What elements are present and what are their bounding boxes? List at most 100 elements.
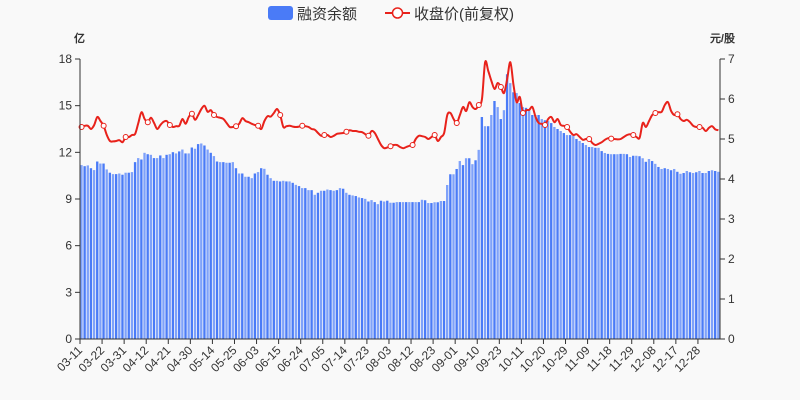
left-axis-name: 亿: [74, 31, 85, 45]
bar: [565, 135, 569, 339]
bar: [628, 157, 632, 339]
legend-marker-icon: [391, 7, 404, 19]
bar: [609, 154, 613, 339]
bar: [515, 93, 518, 339]
bar: [518, 103, 521, 340]
price-point-marker: [453, 120, 460, 126]
bar: [291, 182, 294, 339]
bar: [673, 168, 676, 339]
bar: [395, 202, 398, 339]
bar: [616, 154, 619, 339]
price-point-marker: [343, 128, 350, 135]
bar: [379, 200, 383, 339]
bar: [660, 168, 663, 339]
bar: [133, 162, 137, 339]
bar: [373, 202, 376, 339]
price-point-marker: [100, 122, 107, 129]
bar: [603, 152, 606, 339]
bar: [219, 162, 222, 339]
bar: [310, 190, 313, 339]
bar: [584, 145, 588, 339]
bar: [433, 202, 436, 339]
bar: [483, 126, 487, 339]
right-axis-tick-label: 6: [728, 92, 735, 106]
price-point-marker: [630, 132, 637, 138]
bar: [234, 168, 238, 339]
legend-item-close-price[interactable]: 收盘价(前复权): [385, 5, 514, 23]
price-point-marker: [431, 132, 438, 138]
right-axis-name: 元/股: [710, 32, 736, 45]
bar: [449, 174, 452, 339]
price-point-marker: [188, 110, 195, 117]
bar: [468, 158, 471, 339]
bar: [263, 168, 266, 339]
bar: [430, 203, 433, 339]
bar: [389, 202, 392, 339]
bar: [118, 173, 121, 339]
bar: [260, 168, 263, 339]
price-point-marker: [387, 143, 394, 150]
bar: [222, 162, 225, 339]
bar: [386, 200, 389, 339]
legend: 融资余额 收盘价(前复权): [268, 5, 514, 23]
legend-item-financing-balance[interactable]: 融资余额: [268, 5, 357, 23]
bar: [269, 178, 272, 339]
bar: [493, 101, 496, 339]
bar: [480, 117, 484, 340]
bar: [326, 189, 329, 339]
bar: [487, 126, 490, 339]
bar: [490, 115, 493, 339]
bar: [691, 173, 695, 339]
price-point-marker: [299, 122, 306, 129]
bar: [676, 171, 679, 339]
bar: [420, 199, 424, 339]
bar: [114, 174, 118, 339]
bar: [398, 202, 402, 339]
right-axis-tick-label: 7: [728, 52, 735, 66]
bar: [619, 153, 622, 339]
bar: [178, 151, 181, 339]
bar: [622, 153, 625, 339]
bar: [341, 188, 345, 339]
bar: [540, 119, 543, 339]
bar: [143, 152, 146, 339]
bar: [543, 120, 547, 339]
close-price-line: [81, 60, 719, 150]
bar: [165, 154, 168, 339]
bar: [266, 174, 269, 339]
bar: [546, 121, 550, 339]
bar: [663, 168, 666, 339]
bar: [272, 180, 275, 339]
bar: [650, 161, 654, 339]
bar: [572, 135, 575, 339]
bar: [171, 152, 175, 339]
bar: [332, 190, 335, 339]
bar: [524, 107, 528, 339]
bar: [364, 198, 367, 339]
bar: [509, 83, 512, 339]
bar: [338, 188, 342, 339]
bar: [275, 180, 279, 339]
bar: [253, 173, 257, 339]
bar: [701, 173, 704, 339]
price-point-marker: [652, 110, 659, 116]
bar: [594, 147, 597, 339]
bar: [654, 163, 657, 339]
bar: [562, 133, 566, 339]
bar: [354, 196, 357, 339]
price-point-marker: [365, 132, 372, 139]
left-axis-tick-label: 18: [59, 52, 73, 66]
bar: [376, 204, 379, 339]
left-axis-tick-label: 3: [65, 285, 72, 299]
bar: [405, 202, 408, 339]
bar: [313, 194, 316, 339]
bar: [294, 184, 298, 339]
right-axis-tick-label: 3: [728, 212, 735, 226]
price-point-marker: [497, 84, 504, 90]
bar: [408, 202, 411, 339]
bar: [300, 188, 304, 339]
bar: [442, 201, 446, 339]
bar: [212, 156, 216, 339]
bar: [417, 202, 420, 339]
